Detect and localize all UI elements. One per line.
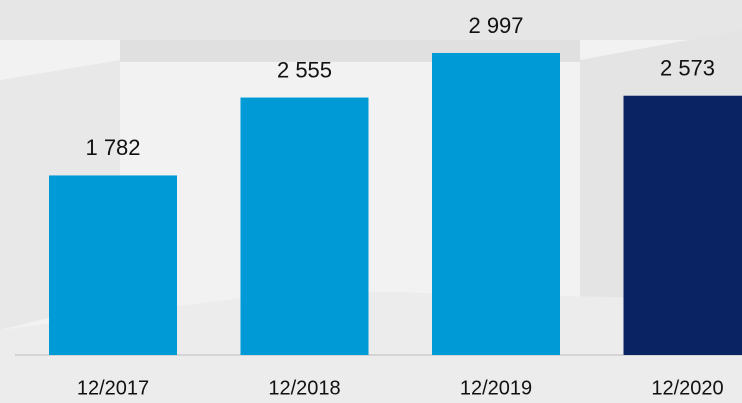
x-tick-label: 12/2019 (460, 377, 532, 399)
value-label: 2 997 (468, 13, 523, 38)
x-tick-label: 12/2020 (651, 377, 723, 399)
value-label: 2 573 (660, 56, 715, 81)
value-label: 2 555 (277, 57, 332, 82)
x-tick-label: 12/2018 (268, 377, 340, 399)
bar (240, 97, 369, 355)
bar (432, 53, 560, 355)
bar (623, 95, 742, 355)
x-tick-label: 12/2017 (77, 377, 149, 399)
value-label: 1 782 (85, 135, 140, 160)
bar (49, 175, 177, 355)
